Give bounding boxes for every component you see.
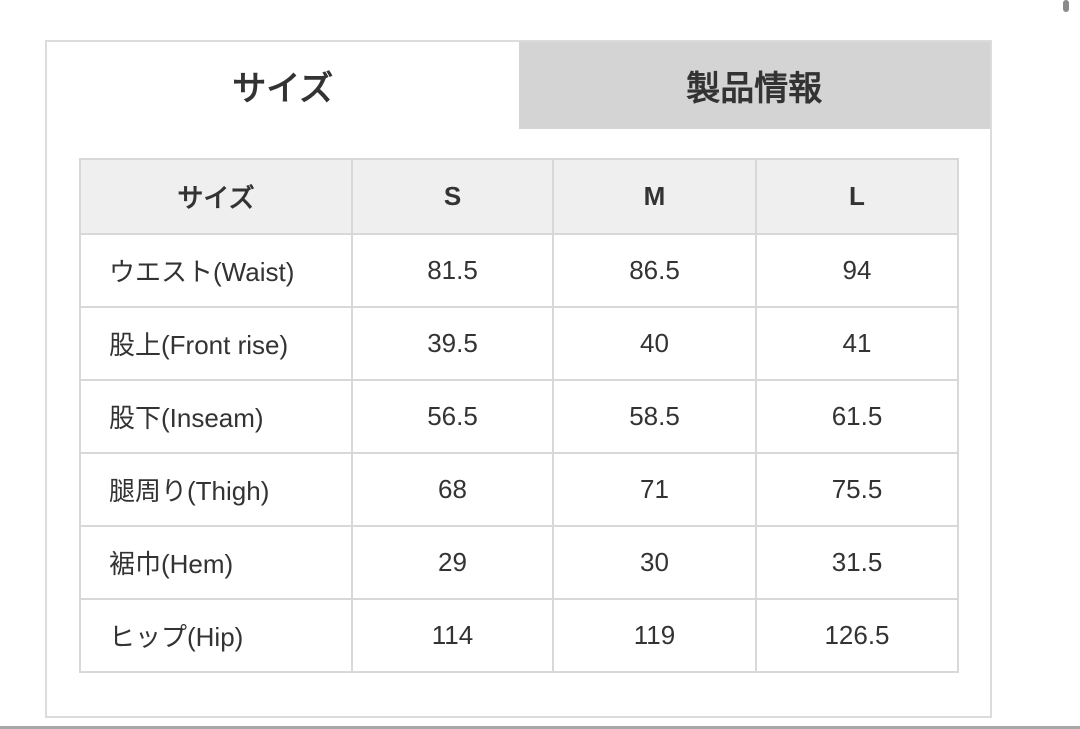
header-l: L — [755, 158, 959, 235]
cell-value: 61.5 — [755, 379, 959, 454]
row-label: 裾巾(Hem) — [79, 525, 353, 600]
table-row: 股上(Front rise) 39.5 40 41 — [79, 306, 959, 381]
divider — [0, 726, 1080, 729]
cell-value: 58.5 — [552, 379, 757, 454]
size-table: サイズ S M L ウエスト(Waist) 81.5 86.5 94 股上(Front … — [79, 158, 959, 673]
cell-value: 39.5 — [351, 306, 554, 381]
row-label: 腿周り(Thigh) — [79, 452, 353, 527]
cell-value: 75.5 — [755, 452, 959, 527]
cell-value: 30 — [552, 525, 757, 600]
cell-value: 40 — [552, 306, 757, 381]
header-s: S — [351, 158, 554, 235]
cell-value: 31.5 — [755, 525, 959, 600]
cell-value: 41 — [755, 306, 959, 381]
cell-value: 94 — [755, 233, 959, 308]
table-header-row: サイズ S M L — [79, 158, 959, 235]
cell-value: 86.5 — [552, 233, 757, 308]
tab-product-info[interactable]: 製品情報 — [518, 42, 990, 129]
tab-bar: サイズ 製品情報 — [47, 42, 990, 129]
table-row: 裾巾(Hem) 29 30 31.5 — [79, 525, 959, 600]
cell-value: 114 — [351, 598, 554, 673]
table-row: 腿周り(Thigh) 68 71 75.5 — [79, 452, 959, 527]
table-row: 股下(Inseam) 56.5 58.5 61.5 — [79, 379, 959, 454]
cell-value: 71 — [552, 452, 757, 527]
scrollbar[interactable] — [1063, 0, 1069, 12]
header-size: サイズ — [79, 158, 353, 235]
row-label: 股下(Inseam) — [79, 379, 353, 454]
cell-value: 29 — [351, 525, 554, 600]
cell-value: 56.5 — [351, 379, 554, 454]
tab-size[interactable]: サイズ — [47, 42, 519, 129]
cell-value: 68 — [351, 452, 554, 527]
cell-value: 126.5 — [755, 598, 959, 673]
size-panel: サイズ 製品情報 サイズ S M L ウエスト(Waist) 81.5 86.5 94… — [45, 40, 992, 718]
table-row: ヒップ(Hip) 114 119 126.5 — [79, 598, 959, 673]
table-row: ウエスト(Waist) 81.5 86.5 94 — [79, 233, 959, 308]
cell-value: 119 — [552, 598, 757, 673]
row-label: ヒップ(Hip) — [79, 598, 353, 673]
row-label: ウエスト(Waist) — [79, 233, 353, 308]
row-label: 股上(Front rise) — [79, 306, 353, 381]
cell-value: 81.5 — [351, 233, 554, 308]
header-m: M — [552, 158, 757, 235]
